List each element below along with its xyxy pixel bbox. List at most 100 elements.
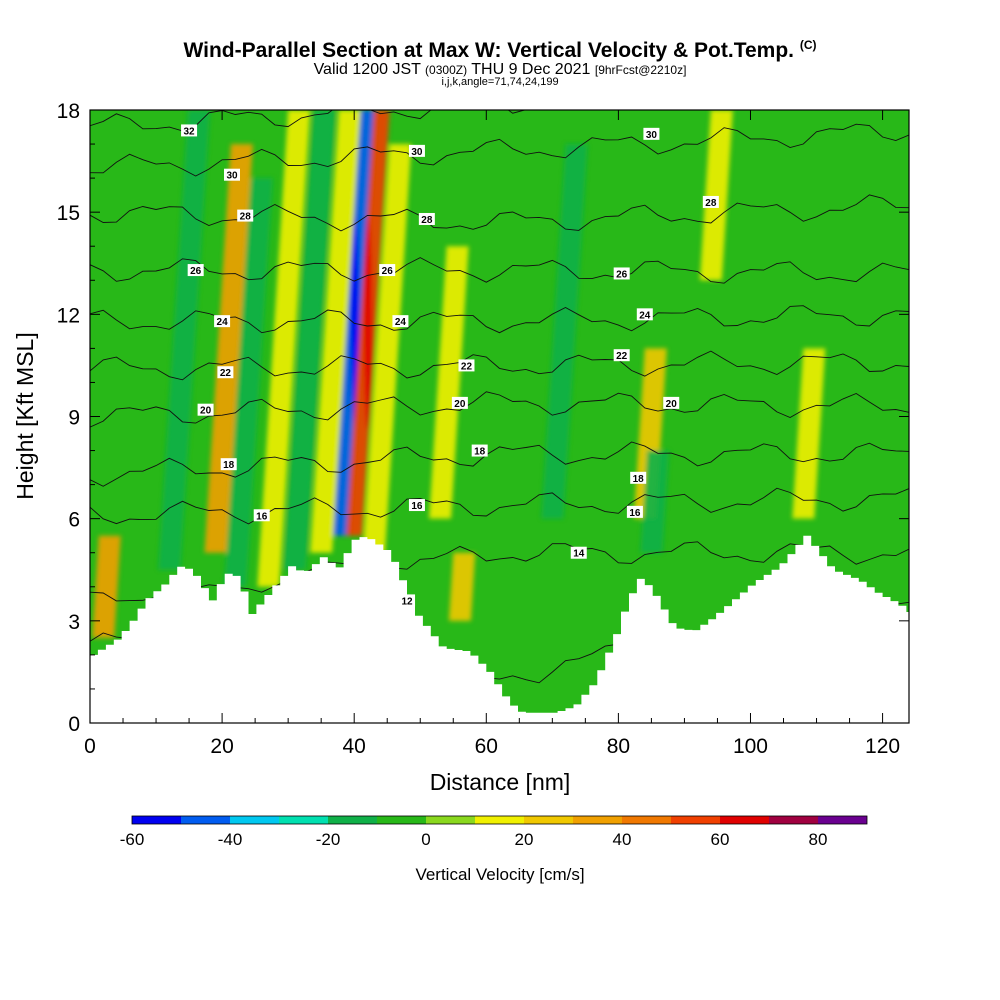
velocity-feature-3 xyxy=(224,178,273,587)
colorbar-swatch-3 xyxy=(279,816,328,824)
isentrope-18 xyxy=(90,441,909,487)
isentrope-label-bg-20-1 xyxy=(451,396,468,409)
valid-prefix: Valid 1200 JST xyxy=(313,61,421,78)
velocity-feature-5 xyxy=(283,110,336,570)
isentrope-label-24-1: 24 xyxy=(395,317,407,328)
isentrope-label-18-0: 18 xyxy=(223,460,235,471)
isentrope-label-26-1: 26 xyxy=(382,266,394,277)
axes: 0 20 40 60 80 100 120 0 3 6 9 12 15 18 xyxy=(57,100,909,758)
isentrope-label-bg-20-2 xyxy=(663,396,680,409)
x-tick-label-120: 120 xyxy=(865,735,900,758)
isentrope-32 xyxy=(90,110,646,132)
y-tick-label-12: 12 xyxy=(57,304,80,327)
velocity-feature-6 xyxy=(310,110,361,553)
y-tick-label-0: 0 xyxy=(68,713,80,736)
isentrope-label-24-0: 24 xyxy=(217,317,229,328)
colorbar-swatch-4 xyxy=(328,816,377,824)
isentrope-label-32-0: 32 xyxy=(184,126,196,137)
isentrope-label-bg-32-0 xyxy=(181,124,198,137)
isentrope-label-bg-22-0 xyxy=(217,366,234,379)
isentrope-label-bg-22-1 xyxy=(458,359,475,372)
isentrope-label-bg-30-1 xyxy=(408,144,425,157)
colorbar-tick-label--40: -40 xyxy=(218,830,243,849)
isentrope-label-28-1: 28 xyxy=(421,215,433,226)
y-tick-label-6: 6 xyxy=(68,509,80,532)
isentrope-label-30-0: 30 xyxy=(226,171,238,182)
isentrope-label-bg-28-0 xyxy=(237,209,254,222)
isentrope-label-bg-14-0 xyxy=(570,546,587,559)
isentrope-label-24-2: 24 xyxy=(639,310,651,321)
isentrope-label-bg-12-0 xyxy=(399,594,416,607)
isentrope-16 xyxy=(90,487,909,525)
velocity-core-8 xyxy=(363,216,372,430)
colorbar-swatch-11 xyxy=(671,816,720,824)
colorbar-swatch-9 xyxy=(573,816,622,824)
isentrope-label-bg-24-0 xyxy=(214,315,231,328)
velocity-feature-0 xyxy=(92,535,121,638)
isentrope-26 xyxy=(90,257,909,284)
isentrope-label-22-2: 22 xyxy=(616,351,628,362)
y-tick-label-9: 9 xyxy=(68,407,80,430)
isentrope-label-20-0: 20 xyxy=(200,406,212,417)
colorbar: -60 -40 -20 0 20 40 60 80 xyxy=(120,815,868,849)
y-tick-label-3: 3 xyxy=(68,611,80,634)
colorbar-swatch-7 xyxy=(475,816,524,824)
terrain xyxy=(90,535,909,723)
isentrope-labels: 12 14 16 16 16 18 18 18 20 20 20 22 22 22 24 24 24 26 26 26… xyxy=(181,124,719,607)
velocity-feature-9 xyxy=(363,144,412,553)
velocity-feature-10 xyxy=(429,246,469,519)
colorbar-tick-label-40: 40 xyxy=(613,830,632,849)
x-tick-label-80: 80 xyxy=(607,735,630,758)
chart-title: Wind-Parallel Section at Max W: Vertical… xyxy=(0,38,1000,63)
colorbar-tick-label--60: -60 xyxy=(120,830,145,849)
colorbar-title: Vertical Velocity [cm/s] xyxy=(415,865,584,884)
isentrope-label-18-1: 18 xyxy=(474,447,486,458)
isentrope-label-bg-28-2 xyxy=(702,195,719,208)
isentrope-label-bg-26-0 xyxy=(187,264,204,277)
isentrope-label-26-0: 26 xyxy=(190,266,202,277)
isentrope-label-16-2: 16 xyxy=(629,508,641,519)
colorbar-swatch-10 xyxy=(622,816,671,824)
isentrope-label-16-1: 16 xyxy=(411,501,423,512)
valid-date: THU 9 Dec 2021 xyxy=(471,61,591,78)
velocity-feature-14 xyxy=(640,450,670,553)
isentrope-label-bg-16-2 xyxy=(626,505,643,518)
colorbar-frame xyxy=(131,815,868,825)
x-tick-label-60: 60 xyxy=(475,735,498,758)
plot-area: 12 14 16 16 16 18 18 18 20 20 20 22 22 22 24 24 24 26 26 26… xyxy=(90,110,909,723)
x-axis-title: Distance [nm] xyxy=(430,769,571,795)
velocity-feature-1 xyxy=(158,110,210,570)
isentrope-label-22-1: 22 xyxy=(461,361,473,372)
valid-utc: (0300Z) xyxy=(425,63,468,77)
isentrope-22 xyxy=(90,350,909,381)
colorbar-tick-label-80: 80 xyxy=(809,830,828,849)
isentrope-label-bg-26-2 xyxy=(613,267,630,280)
isentrope-30 xyxy=(90,123,909,177)
colorbar-swatch-2 xyxy=(230,816,279,824)
isentrope-12 xyxy=(90,601,909,684)
isentrope-label-12-0: 12 xyxy=(401,596,413,607)
isentrope-label-18-2: 18 xyxy=(633,474,645,485)
velocity-feature-16 xyxy=(792,348,826,519)
x-tick-label-0: 0 xyxy=(84,735,96,758)
isentrope-label-22-0: 22 xyxy=(220,368,232,379)
isentrope-label-bg-30-0 xyxy=(224,168,241,181)
isentrope-label-16-0: 16 xyxy=(256,511,268,522)
isentrope-label-28-0: 28 xyxy=(240,212,252,223)
isentrope-20 xyxy=(90,391,909,428)
isentrope-label-bg-26-1 xyxy=(379,264,396,277)
y-tick-label-15: 15 xyxy=(57,202,80,225)
colorbar-swatch-5 xyxy=(377,816,426,824)
x-tick-label-40: 40 xyxy=(343,735,366,758)
velocity-feature-2 xyxy=(204,144,253,553)
isentrope-label-bg-24-1 xyxy=(392,315,409,328)
colorbar-tick-label-0: 0 xyxy=(421,830,430,849)
colorbar-swatch-6 xyxy=(426,816,475,824)
chart-indices: i,j,k,angle=71,74,24,199 xyxy=(441,76,559,88)
colorbar-swatch-0 xyxy=(132,816,181,824)
velocity-feature-12 xyxy=(541,144,588,519)
colorbar-swatch-8 xyxy=(524,816,573,824)
chart-title-text: Wind-Parallel Section at Max W: Vertical… xyxy=(183,39,794,62)
chart-subtitle: Valid 1200 JST (0300Z) THU 9 Dec 2021 [9… xyxy=(0,61,1000,79)
